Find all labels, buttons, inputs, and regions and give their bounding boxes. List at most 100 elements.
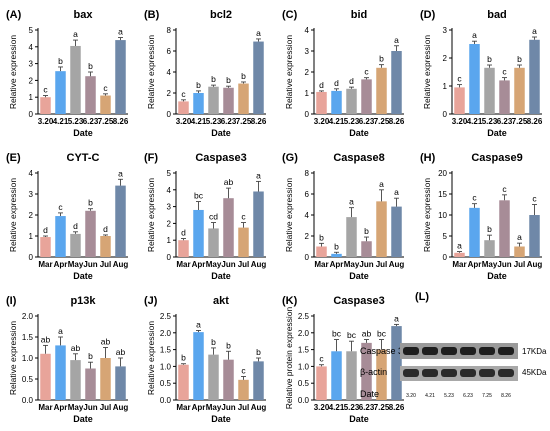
- panel-letter: (C): [282, 9, 298, 21]
- x-tick-label: Aug: [527, 260, 543, 269]
- x-tick-label: May: [482, 260, 498, 269]
- y-tick-label: 2.5: [160, 312, 172, 321]
- y-tick-label: 3: [167, 203, 172, 212]
- chart-title: CYT-C: [67, 152, 100, 164]
- bar: [469, 44, 480, 114]
- panel-letter: (D): [420, 9, 436, 21]
- bar: [40, 353, 51, 400]
- bar: [208, 86, 219, 114]
- significance-letter: b: [226, 75, 231, 85]
- x-tick-label: Jul: [100, 403, 112, 412]
- x-tick-label: 8.26: [389, 403, 405, 412]
- significance-letter: c: [532, 194, 537, 204]
- bar: [529, 39, 540, 114]
- blot-lane-label: 6.23: [463, 393, 473, 399]
- blot-band-actin: [460, 369, 476, 377]
- x-tick-label: Apr: [192, 403, 206, 412]
- x-tick-label: 7.25: [236, 117, 252, 126]
- x-axis-label: Date: [487, 271, 507, 281]
- significance-letter: c: [472, 193, 477, 203]
- x-tick-label: 7.25: [512, 117, 528, 126]
- bar: [484, 240, 495, 257]
- bar: [361, 241, 372, 257]
- chart-title: Caspase3: [195, 152, 246, 164]
- blot-band-actin: [498, 369, 514, 377]
- blot-band-actin: [422, 369, 438, 377]
- significance-letter: a: [379, 179, 384, 189]
- blot-row-label-caspase3: Caspase 3: [360, 346, 403, 356]
- bar: [316, 91, 327, 114]
- y-tick-label: 5: [167, 169, 172, 178]
- significance-letter: a: [118, 168, 123, 178]
- bar: [223, 359, 234, 400]
- panel-letter: (F): [144, 152, 158, 164]
- x-tick-label: 4.21: [467, 117, 483, 126]
- chart-title: p13k: [70, 295, 96, 307]
- y-tick-label: 0.5: [160, 379, 172, 388]
- significance-letter: ab: [116, 347, 126, 357]
- x-tick-label: 3.20: [314, 403, 330, 412]
- blot-band-actin: [403, 369, 419, 377]
- chart-title: bad: [487, 9, 507, 21]
- bar: [238, 227, 249, 257]
- bar: [70, 233, 81, 257]
- x-tick-label: 5.23: [68, 117, 84, 126]
- x-tick-label: 7.25: [374, 117, 390, 126]
- y-axis-label: Relative expression: [422, 35, 432, 109]
- chart-cyt-c-4: (E) CYT-C Relative expression 0 1 2 3 4 d Mar c Apr…: [6, 152, 128, 281]
- significance-letter: d: [103, 224, 108, 234]
- significance-letter: c: [181, 89, 186, 99]
- significance-letter: ab: [71, 343, 81, 353]
- y-tick-label: 4: [167, 68, 172, 77]
- charts-layer: (A) bax Relative expression 0 1 2 3 4 5 c 3.20 b 4.2…: [6, 9, 543, 424]
- significance-letter: c: [241, 212, 246, 222]
- significance-letter: bc: [347, 330, 357, 340]
- x-tick-label: 6.23: [359, 117, 375, 126]
- significance-letter: d: [319, 80, 324, 90]
- x-tick-label: 8.26: [527, 117, 543, 126]
- panel-letter: (G): [282, 152, 298, 164]
- x-tick-label: Apr: [468, 260, 482, 269]
- significance-letter: d: [43, 225, 48, 235]
- significance-letter: d: [334, 78, 339, 88]
- significance-letter: ab: [41, 334, 51, 344]
- significance-letter: b: [379, 54, 384, 64]
- y-axis-label: Relative expression: [8, 321, 18, 395]
- significance-letter: b: [88, 198, 93, 208]
- x-tick-label: Apr: [330, 260, 344, 269]
- significance-letter: d: [73, 221, 78, 231]
- y-tick-label: 0: [443, 253, 448, 262]
- y-tick-label: 0: [167, 253, 172, 262]
- y-tick-label: 3: [305, 47, 310, 56]
- significance-letter: a: [457, 241, 462, 251]
- bar: [454, 87, 465, 114]
- x-tick-label: 3.20: [38, 117, 54, 126]
- x-tick-label: 5.23: [482, 117, 498, 126]
- y-tick-label: 0: [167, 110, 172, 119]
- bar: [100, 236, 111, 257]
- significance-letter: d: [181, 228, 186, 238]
- y-axis-label: Relative expression: [146, 321, 156, 395]
- x-axis-label: Date: [211, 414, 231, 424]
- blot-size-label-45kda: 45KDa: [522, 368, 547, 377]
- x-tick-label: Aug: [389, 260, 405, 269]
- bar: [70, 360, 81, 400]
- significance-letter: b: [487, 54, 492, 64]
- y-tick-label: 20: [438, 169, 447, 178]
- significance-letter: d: [349, 76, 354, 86]
- x-tick-label: May: [68, 403, 84, 412]
- chart-bax-0: (A) bax Relative expression 0 1 2 3 4 5 c 3.20 b 4.2…: [6, 9, 129, 138]
- bar: [70, 45, 81, 114]
- bar: [253, 41, 264, 114]
- y-tick-label: 4: [29, 43, 34, 52]
- y-axis-label: Relative protein expression: [284, 306, 294, 409]
- bar: [391, 326, 402, 400]
- blot-bands: [403, 347, 514, 377]
- bar: [238, 83, 249, 114]
- western-blot-panel: (L) Caspase 3 β-actin 17KDa 45KDa Date 3…: [360, 291, 547, 399]
- y-tick-label: 2.0: [160, 329, 172, 338]
- x-tick-label: Mar: [314, 260, 328, 269]
- y-tick-label: 2: [305, 68, 310, 77]
- y-tick-label: 3: [29, 60, 34, 69]
- chart-bad-3: (D) bad Relative expression 0 1 2 3 c 3.20 a 4.21 b…: [420, 9, 543, 138]
